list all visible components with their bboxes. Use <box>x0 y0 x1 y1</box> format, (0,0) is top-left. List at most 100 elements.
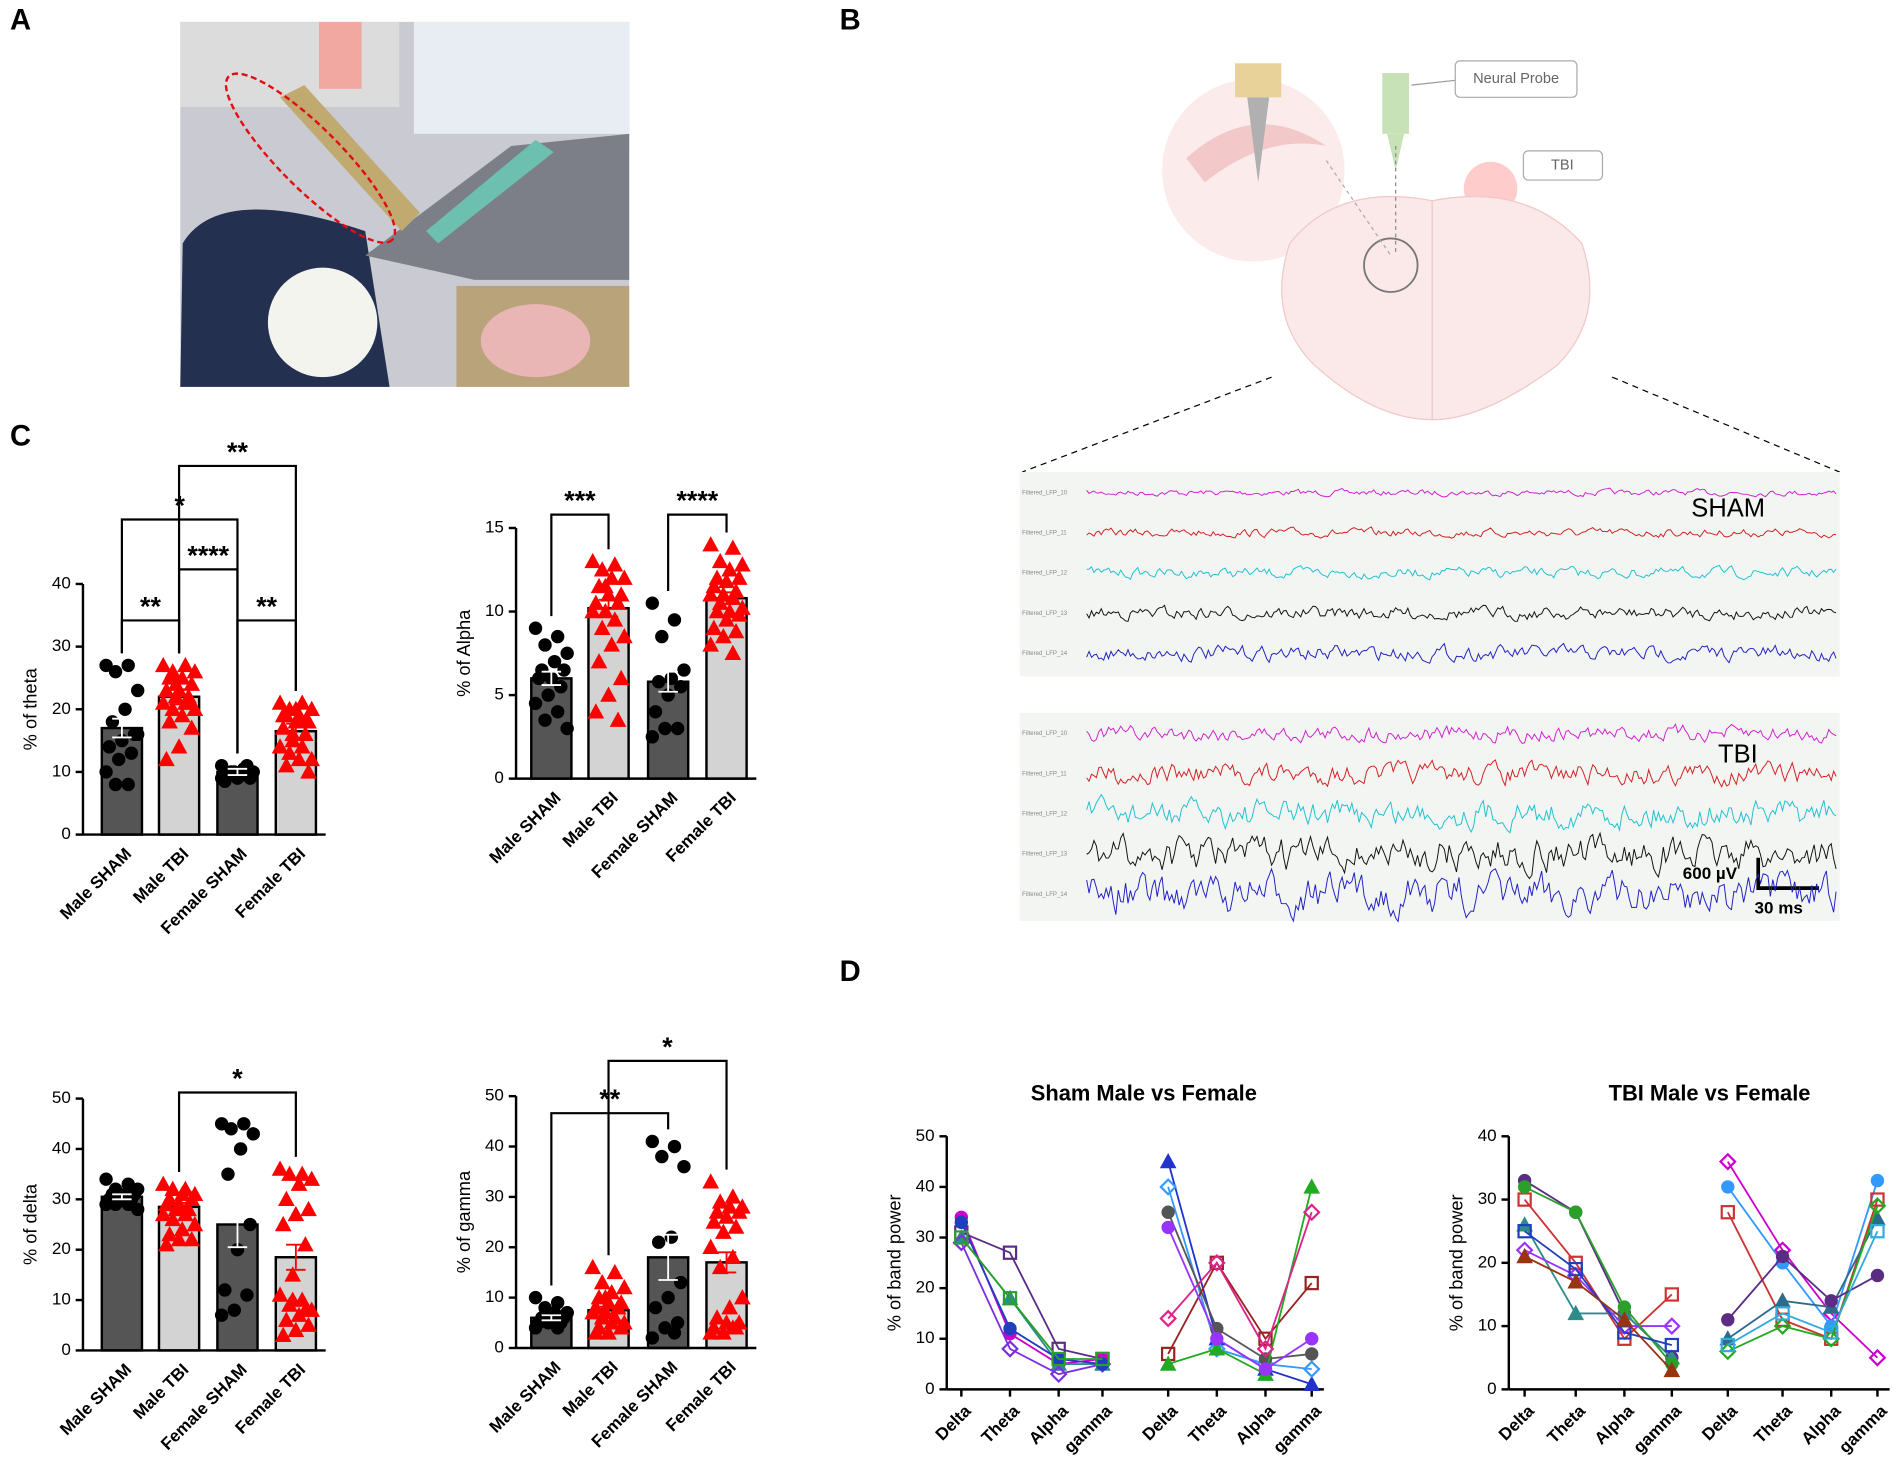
point <box>727 1218 745 1234</box>
point <box>528 696 543 711</box>
point <box>612 669 630 686</box>
x-tick-label: gamma <box>1060 1401 1116 1457</box>
point <box>724 1248 742 1265</box>
point <box>715 1223 732 1239</box>
x-tick-label: Male SHAM <box>486 1358 565 1437</box>
point <box>284 1291 302 1307</box>
point <box>560 1306 574 1320</box>
significance-label: ** <box>140 591 161 621</box>
point <box>590 653 608 669</box>
point <box>164 700 182 716</box>
point <box>170 738 188 754</box>
point <box>108 777 123 792</box>
point <box>616 628 633 644</box>
trace <box>1086 759 1837 788</box>
point <box>297 725 314 742</box>
point <box>1208 1340 1226 1356</box>
point <box>702 536 720 552</box>
point <box>1824 1294 1838 1308</box>
x-tick-label: Male TBI <box>559 1358 622 1421</box>
x-tick-label: gamma <box>1835 1401 1891 1457</box>
point <box>1774 1292 1791 1308</box>
point <box>609 711 627 727</box>
point <box>183 675 201 691</box>
point <box>274 1215 292 1232</box>
point <box>718 611 735 627</box>
y-tick-label: 20 <box>1478 1252 1497 1271</box>
significance-label: ** <box>227 437 248 467</box>
point <box>609 594 627 610</box>
point <box>612 1319 630 1335</box>
significance-bracket <box>667 513 728 592</box>
point <box>616 569 633 585</box>
point <box>538 1311 552 1325</box>
point <box>1664 1287 1680 1302</box>
x-tick-label: Theta <box>1544 1401 1590 1447</box>
x-tick-label: Male SHAM <box>56 1360 135 1439</box>
point <box>1207 1253 1226 1272</box>
point <box>705 1213 723 1229</box>
point <box>243 1217 257 1232</box>
point <box>711 1258 729 1275</box>
point <box>300 1316 317 1332</box>
point <box>278 1190 295 1207</box>
y-tick-label: 40 <box>52 573 71 592</box>
point <box>1210 1332 1224 1346</box>
point <box>303 1170 321 1186</box>
channel-label: Filtered_LFP_13 <box>1022 610 1068 617</box>
point <box>112 752 126 767</box>
point <box>954 1215 969 1230</box>
point <box>214 771 229 785</box>
point <box>1001 1340 1019 1358</box>
point <box>648 1301 663 1315</box>
point <box>718 572 735 589</box>
point <box>1002 1245 1018 1260</box>
point <box>1517 1224 1532 1239</box>
point <box>1870 1173 1885 1188</box>
significance-label: **** <box>187 540 229 570</box>
point <box>154 1205 172 1222</box>
channel-label: Filtered_LFP_10 <box>1022 730 1068 737</box>
point <box>730 1203 748 1219</box>
point <box>600 686 617 702</box>
point <box>167 675 185 691</box>
point <box>274 1326 292 1343</box>
point <box>281 744 298 760</box>
channel-label: Filtered_LFP_14 <box>1022 650 1068 657</box>
point <box>587 703 605 719</box>
point <box>724 1319 742 1335</box>
brain-diagram <box>1021 60 1840 473</box>
point <box>584 602 602 619</box>
significance-label: **** <box>677 486 719 516</box>
y-tick-label: 10 <box>52 1290 71 1309</box>
scale-voltage: 600 µV <box>1683 864 1738 883</box>
x-tick-label: gamma <box>1630 1401 1686 1457</box>
tbi-label: TBI <box>1551 157 1574 173</box>
point <box>1822 1329 1841 1348</box>
point <box>108 1197 123 1212</box>
y-tick-label: 40 <box>1478 1126 1497 1145</box>
point <box>1664 1337 1680 1353</box>
series-line <box>1167 1186 1312 1371</box>
point <box>121 658 135 673</box>
significance-bracket <box>177 1091 297 1173</box>
x-tick-label: Male TBI <box>559 788 622 851</box>
point <box>541 688 555 702</box>
point <box>102 740 116 754</box>
probe-label: Neural Probe <box>1473 71 1559 87</box>
point <box>658 721 672 736</box>
trace <box>1086 526 1837 539</box>
point <box>730 606 748 622</box>
point <box>274 719 292 735</box>
point <box>158 750 175 767</box>
series-line <box>960 1236 1103 1360</box>
series-line <box>1167 1211 1312 1360</box>
point <box>227 1303 241 1317</box>
point <box>271 738 289 754</box>
point <box>300 763 317 779</box>
y-tick-label: 20 <box>52 1239 71 1258</box>
y-axis-label: % of delta <box>20 1183 41 1265</box>
point <box>1256 1340 1275 1358</box>
channel-label: Filtered_LFP_13 <box>1022 851 1068 858</box>
